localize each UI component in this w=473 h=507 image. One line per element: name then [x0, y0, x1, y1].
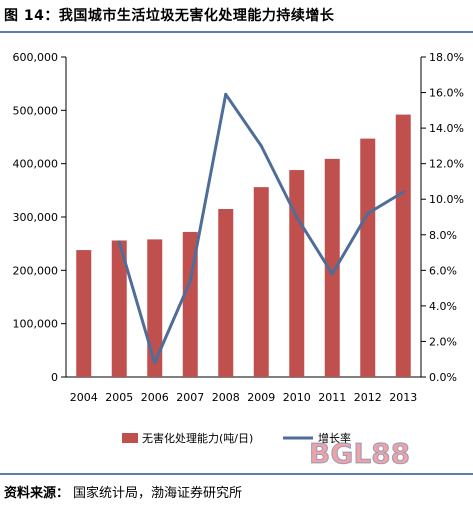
x-tick-label: 2012	[354, 391, 382, 404]
line-point	[295, 215, 299, 219]
line-point	[188, 279, 192, 283]
line-point	[259, 144, 263, 148]
y-right-tick-label: 10.0%	[429, 193, 464, 206]
y-left-tick-label: 100,000	[13, 318, 59, 331]
x-tick-label: 2008	[212, 391, 240, 404]
x-tick-label: 2004	[70, 391, 98, 404]
source-label: 资料来源：	[4, 485, 70, 501]
line-point	[153, 361, 157, 365]
chart: 0 100,000 200,000 300,000 400,000 500,000 600,…	[13, 51, 464, 445]
figure-title: 图 14：我国城市生活垃圾无害化处理能力持续增长	[4, 8, 335, 24]
line-point	[117, 240, 121, 244]
y-right-tick-label: 18.0%	[429, 51, 464, 64]
line-point	[224, 92, 228, 96]
y-right-tick-label: 8.0%	[429, 229, 457, 242]
x-tick-label: 2013	[389, 391, 417, 404]
legend-label-line: 增长率	[318, 431, 351, 445]
x-tick-label: 2010	[283, 391, 311, 404]
y-left-tick-label: 500,000	[13, 104, 59, 117]
x-tick-label: 2006	[141, 391, 169, 404]
bar	[289, 170, 305, 377]
x-tick-label: 2005	[105, 391, 133, 404]
x-tick-label: 2007	[176, 391, 204, 404]
bar	[253, 187, 269, 377]
y-right-tick-label: 16.0%	[429, 87, 464, 100]
top-rule	[0, 31, 473, 33]
source-note: 资料来源： 国家统计局，渤海证券研究所	[4, 478, 242, 504]
line-point	[401, 190, 405, 194]
bar	[111, 240, 127, 377]
y-right-tick-label: 14.0%	[429, 122, 464, 135]
bar	[147, 239, 163, 377]
bar	[395, 114, 411, 377]
bar	[324, 158, 340, 377]
line-point	[330, 272, 334, 276]
x-tick-label: 2009	[247, 391, 275, 404]
y-right-tick-label: 0.0%	[429, 371, 457, 384]
y-right-tick-label: 12.0%	[429, 158, 464, 171]
bar	[76, 250, 92, 377]
y-left-tick-label: 600,000	[13, 51, 59, 64]
bottom-rule	[0, 473, 473, 475]
source-text: 国家统计局，渤海证券研究所	[73, 485, 243, 501]
svg-text:BGL88: BGL88	[309, 437, 410, 470]
y-right-tick-label: 2.0%	[429, 335, 457, 348]
watermark-logo: BGL88	[309, 437, 411, 471]
legend-swatch-bar	[122, 433, 138, 443]
bar	[360, 138, 376, 377]
y-left-tick-label: 300,000	[13, 211, 59, 224]
y-left-tick-label: 200,000	[13, 264, 59, 277]
y-right-tick-label: 4.0%	[429, 300, 457, 313]
legend-label-bar: 无害化处理能力(吨/日)	[142, 431, 253, 445]
line-point	[366, 211, 370, 215]
x-tick-label: 2011	[318, 391, 346, 404]
y-left-tick-label: 0	[51, 371, 58, 384]
y-left-tick-label: 400,000	[13, 158, 59, 171]
bar	[218, 209, 234, 377]
y-right-tick-label: 6.0%	[429, 264, 457, 277]
